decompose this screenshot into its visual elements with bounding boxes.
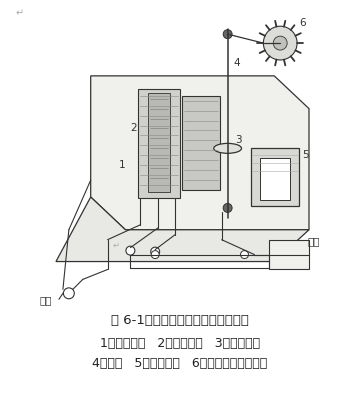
Text: 2: 2 <box>130 124 137 134</box>
Circle shape <box>223 203 232 213</box>
Text: 1、电流元件   2、电压元件   3、铝质圆盘: 1、电流元件 2、电压元件 3、铝质圆盘 <box>100 337 260 350</box>
Bar <box>148 93 170 192</box>
Bar <box>182 96 220 190</box>
Circle shape <box>151 250 159 259</box>
Circle shape <box>223 30 232 39</box>
Text: 5: 5 <box>302 150 309 160</box>
Text: 1: 1 <box>118 160 125 170</box>
Circle shape <box>151 247 159 256</box>
Text: 4: 4 <box>234 58 240 68</box>
Text: 负载: 负载 <box>307 236 320 246</box>
Polygon shape <box>91 76 309 230</box>
Ellipse shape <box>214 143 242 153</box>
Circle shape <box>240 250 248 259</box>
Text: 4、转轴   5、永久磁铁   6、蜗轮蜗杆传动机构: 4、转轴 5、永久磁铁 6、蜗轮蜗杆传动机构 <box>93 357 267 370</box>
Bar <box>260 158 290 200</box>
Circle shape <box>63 288 74 299</box>
Text: 3: 3 <box>235 135 242 145</box>
Bar <box>269 240 309 269</box>
Bar <box>251 149 299 206</box>
Circle shape <box>126 246 135 255</box>
Polygon shape <box>56 197 309 261</box>
Text: 图 6-1、感应系电度表的结构示意图: 图 6-1、感应系电度表的结构示意图 <box>111 314 249 327</box>
Text: 电源: 电源 <box>39 295 51 305</box>
Bar <box>138 89 180 198</box>
Text: ↵: ↵ <box>15 8 23 18</box>
Text: ↵: ↵ <box>113 241 120 250</box>
Text: 6: 6 <box>299 18 306 28</box>
Circle shape <box>264 26 297 60</box>
Circle shape <box>273 36 287 50</box>
